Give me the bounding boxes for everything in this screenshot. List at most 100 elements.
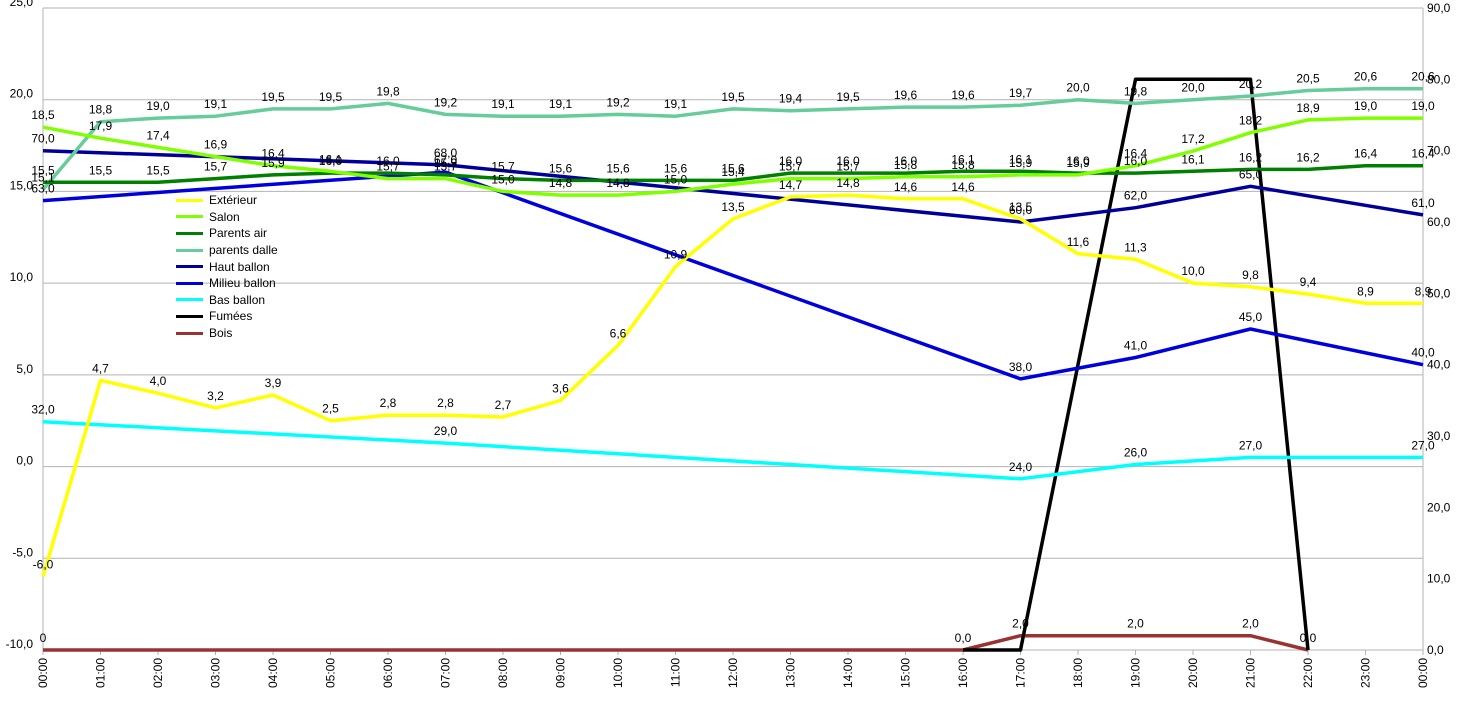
- data-label: 16,0: [779, 154, 803, 168]
- data-label: 16,2: [1296, 150, 1320, 164]
- data-label: 11,6: [1067, 235, 1090, 249]
- data-label: 14,6: [894, 180, 918, 194]
- data-label: 63,0: [31, 182, 55, 196]
- data-label: 24,0: [1009, 460, 1033, 474]
- x-tick-label: 21:00: [1244, 658, 1258, 688]
- legend-label: Milieu ballon: [209, 276, 276, 291]
- y-right-tick-label: 10,0: [1427, 572, 1451, 586]
- data-label: 19,1: [491, 97, 515, 111]
- data-label: 19,0: [1354, 99, 1378, 113]
- x-tick-label: 16:00: [956, 658, 970, 688]
- data-label: 16,0: [376, 154, 400, 168]
- y-right-tick-label: 40,0: [1427, 358, 1451, 372]
- data-label: 18,2: [1239, 114, 1263, 128]
- y-right-tick-label: 30,0: [1427, 429, 1451, 443]
- y-left-tick-label: 15,0: [10, 178, 34, 192]
- data-label: 15,5: [31, 163, 55, 177]
- data-label: 17,4: [146, 128, 170, 142]
- legend-label: Fumées: [209, 309, 253, 324]
- x-tick-label: 18:00: [1071, 658, 1085, 688]
- data-label: 19,7: [1009, 86, 1033, 100]
- data-label: 45,0: [1239, 310, 1263, 324]
- data-label: 15,4: [721, 165, 745, 179]
- y-left-tick-label: -10,0: [6, 637, 34, 651]
- data-label: 15,7: [779, 160, 803, 174]
- data-label: 14,8: [549, 176, 573, 190]
- data-label: 2,0: [1242, 617, 1259, 631]
- x-tick-label: 19:00: [1129, 658, 1143, 688]
- data-label: 15,6: [606, 161, 630, 175]
- x-tick-label: 14:00: [841, 658, 855, 688]
- x-tick-label: 20:00: [1186, 658, 1200, 688]
- data-label: 15,9: [1009, 156, 1033, 170]
- data-label: 14,6: [951, 180, 975, 194]
- x-tick-label: 07:00: [439, 658, 453, 688]
- data-label: 20,0: [1181, 81, 1205, 95]
- data-label: 16,9: [204, 138, 228, 152]
- data-label: 14,8: [606, 176, 630, 190]
- legend-item: Bas ballon: [176, 292, 278, 309]
- data-label: 19,5: [261, 90, 285, 104]
- data-label: 16,4: [1411, 147, 1435, 161]
- x-tick-label: 06:00: [381, 658, 395, 688]
- data-label: 19,1: [664, 97, 688, 111]
- legend-swatch: [176, 298, 203, 302]
- y-right-tick-label: 60,0: [1427, 215, 1451, 229]
- data-label: 19,6: [951, 88, 975, 102]
- data-label: 15,7: [376, 160, 400, 174]
- axes: -10,0 -5,0 0,0 5,0 10,0 15,0 20,0 25,0 0,0 10,0 20…: [6, 0, 1451, 688]
- x-tick-label: 17:00: [1014, 658, 1028, 688]
- legend-label: Bois: [209, 326, 233, 341]
- data-label: 16,4: [1124, 147, 1148, 161]
- data-label: 15,6: [549, 161, 573, 175]
- y-left-tick-label: 20,0: [10, 87, 34, 101]
- legend-item: Milieu ballon: [176, 275, 278, 292]
- y-right-tick-label: 50,0: [1427, 286, 1451, 300]
- data-label: 0,0: [955, 631, 972, 645]
- x-tick-label: 08:00: [496, 658, 510, 688]
- series-line-salon: [42, 116, 1423, 197]
- data-label: 15,6: [721, 161, 745, 175]
- x-tick-label: 12:00: [726, 658, 740, 688]
- legend-swatch: [176, 248, 203, 252]
- x-tick-label: 04:00: [266, 658, 280, 688]
- legend: Extérieur Salon Parents air parents dalle Ha…: [176, 192, 278, 341]
- legend-swatch: [176, 265, 203, 269]
- legend-swatch: [176, 231, 203, 235]
- data-label: 27,0: [1411, 438, 1435, 452]
- data-label: 26,0: [1124, 446, 1148, 460]
- data-label: 17,9: [89, 119, 113, 133]
- data-label: 17,2: [1181, 132, 1205, 146]
- legend-label: Salon: [209, 209, 240, 224]
- x-tick-label: 03:00: [209, 658, 223, 688]
- legend-swatch: [176, 215, 203, 219]
- data-label: 2,0: [1127, 617, 1144, 631]
- series-line-bois: [43, 633, 1309, 652]
- data-label: 16,2: [1239, 150, 1263, 164]
- x-tick-label: 23:00: [1359, 658, 1373, 688]
- y-right-tick-label: 90,0: [1427, 1, 1451, 15]
- data-label: 20,6: [1411, 70, 1435, 84]
- legend-item: parents dalle: [176, 242, 278, 259]
- series-line-ext-rieur: [41, 193, 1423, 578]
- data-label: 15,6: [664, 161, 688, 175]
- y-right-tick-label: 80,0: [1427, 72, 1451, 86]
- data-label: 20,5: [1296, 72, 1320, 86]
- data-label: 16,0: [894, 154, 918, 168]
- x-tick-label: 13:00: [784, 658, 798, 688]
- data-label: 15,0: [491, 172, 515, 186]
- data-label: 68,0: [434, 146, 458, 160]
- data-label: 8,9: [1357, 284, 1374, 298]
- data-label: 9,4: [1300, 275, 1317, 289]
- data-label: 20,6: [1354, 70, 1378, 84]
- data-label: 16,4: [1354, 147, 1378, 161]
- data-label: 10,0: [1181, 264, 1205, 278]
- data-label: 0,0: [1300, 631, 1317, 645]
- gridlines: [43, 7, 1423, 651]
- data-label: 4,7: [92, 361, 109, 375]
- x-tick-label: 15:00: [899, 658, 913, 688]
- data-label: 16,1: [1009, 152, 1033, 166]
- data-label: 2,0: [1012, 617, 1029, 631]
- data-label: 16,0: [1124, 154, 1148, 168]
